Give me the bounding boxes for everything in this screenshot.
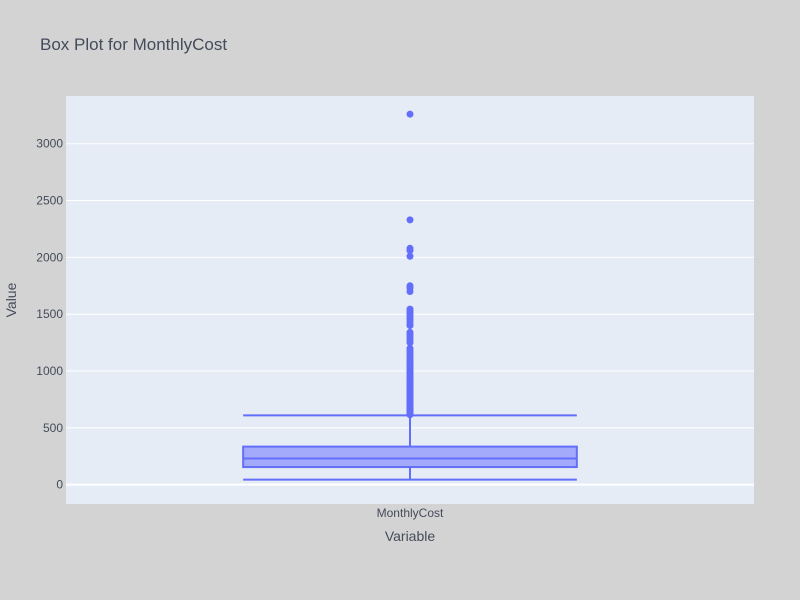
y-tick-label: 0 bbox=[56, 478, 63, 492]
outlier-points bbox=[406, 110, 414, 419]
y-tick-label: 1000 bbox=[36, 364, 63, 378]
outlier-point bbox=[406, 252, 414, 260]
outlier-point bbox=[406, 305, 414, 313]
y-tick-label: 1500 bbox=[36, 307, 63, 321]
y-tick-label: 2000 bbox=[36, 250, 63, 264]
x-axis-title: Variable bbox=[385, 528, 436, 544]
iqr-box bbox=[242, 445, 578, 469]
outlier-point bbox=[406, 344, 414, 352]
x-axis-ticks: MonthlyCost bbox=[377, 506, 444, 520]
box-series bbox=[242, 414, 578, 481]
y-tick-label: 3000 bbox=[36, 137, 63, 151]
chart-title: Box Plot for MonthlyCost bbox=[40, 35, 227, 54]
y-axis-title: Value bbox=[3, 282, 19, 317]
outlier-point bbox=[406, 244, 414, 252]
x-tick-label: MonthlyCost bbox=[377, 506, 444, 520]
y-tick-label: 500 bbox=[43, 421, 63, 435]
y-tick-label: 2500 bbox=[36, 194, 63, 208]
outlier-point bbox=[406, 282, 414, 290]
outlier-point bbox=[406, 110, 414, 118]
outlier-point bbox=[406, 216, 414, 224]
outlier-point bbox=[406, 328, 414, 336]
y-axis-ticks: 0 500 1000 1500 2000 2500 3000 bbox=[36, 137, 63, 492]
